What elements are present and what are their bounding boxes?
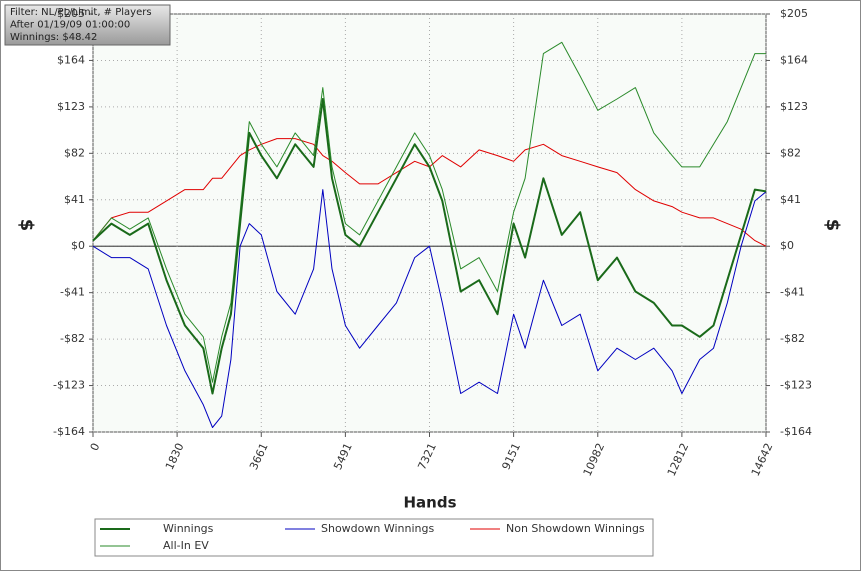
- series-line: [92, 41, 766, 383]
- legend: [94, 518, 654, 557]
- info-text: Filter: NL/PL/Limit, # Players: [10, 7, 152, 18]
- y2-axis-label: $: [822, 219, 843, 232]
- info-text: Winnings: $48.42: [10, 32, 97, 43]
- y2-tick-label: -$41: [780, 286, 805, 299]
- y2-tick-label: $82: [780, 146, 801, 159]
- y2-tick-label: $123: [780, 100, 808, 113]
- y-tick-label: -$82: [60, 332, 85, 345]
- series-line: [92, 189, 767, 428]
- y-tick-label: $205: [57, 7, 85, 20]
- y-tick-label: $123: [57, 100, 85, 113]
- y-tick-label: -$164: [53, 425, 85, 438]
- y2-tick-label: -$164: [780, 425, 812, 438]
- y2-tick-label: $41: [780, 193, 801, 206]
- y-tick-label: $164: [57, 53, 85, 66]
- y2-tick-label: -$82: [780, 332, 805, 345]
- y2-tick-label: -$123: [780, 379, 812, 392]
- y2-tick-label: $205: [780, 7, 808, 20]
- legend-label: All-In EV: [163, 539, 209, 552]
- series-line: [92, 138, 767, 247]
- y2-tick-label: $164: [780, 53, 808, 66]
- legend-label: Winnings: [163, 522, 214, 535]
- legend-label: Showdown Winnings: [321, 522, 435, 535]
- y-tick-label: -$41: [60, 286, 85, 299]
- info-box: [4, 4, 171, 46]
- series-line: [92, 98, 767, 395]
- y2-tick-label: $0: [780, 239, 794, 252]
- legend-label: Non Showdown Winnings: [506, 522, 645, 535]
- y-tick-label: $0: [71, 239, 85, 252]
- y-tick-label: $41: [64, 193, 85, 206]
- plot-area: [92, 13, 767, 433]
- x-tick-label: 0: [88, 441, 103, 453]
- plot: [92, 13, 767, 433]
- y-tick-label: $82: [64, 146, 85, 159]
- x-axis-label: Hands: [403, 494, 456, 512]
- y-tick-label: -$123: [53, 379, 85, 392]
- y-axis-label: $: [16, 219, 37, 232]
- info-text: After 01/19/09 01:00:00: [10, 20, 130, 31]
